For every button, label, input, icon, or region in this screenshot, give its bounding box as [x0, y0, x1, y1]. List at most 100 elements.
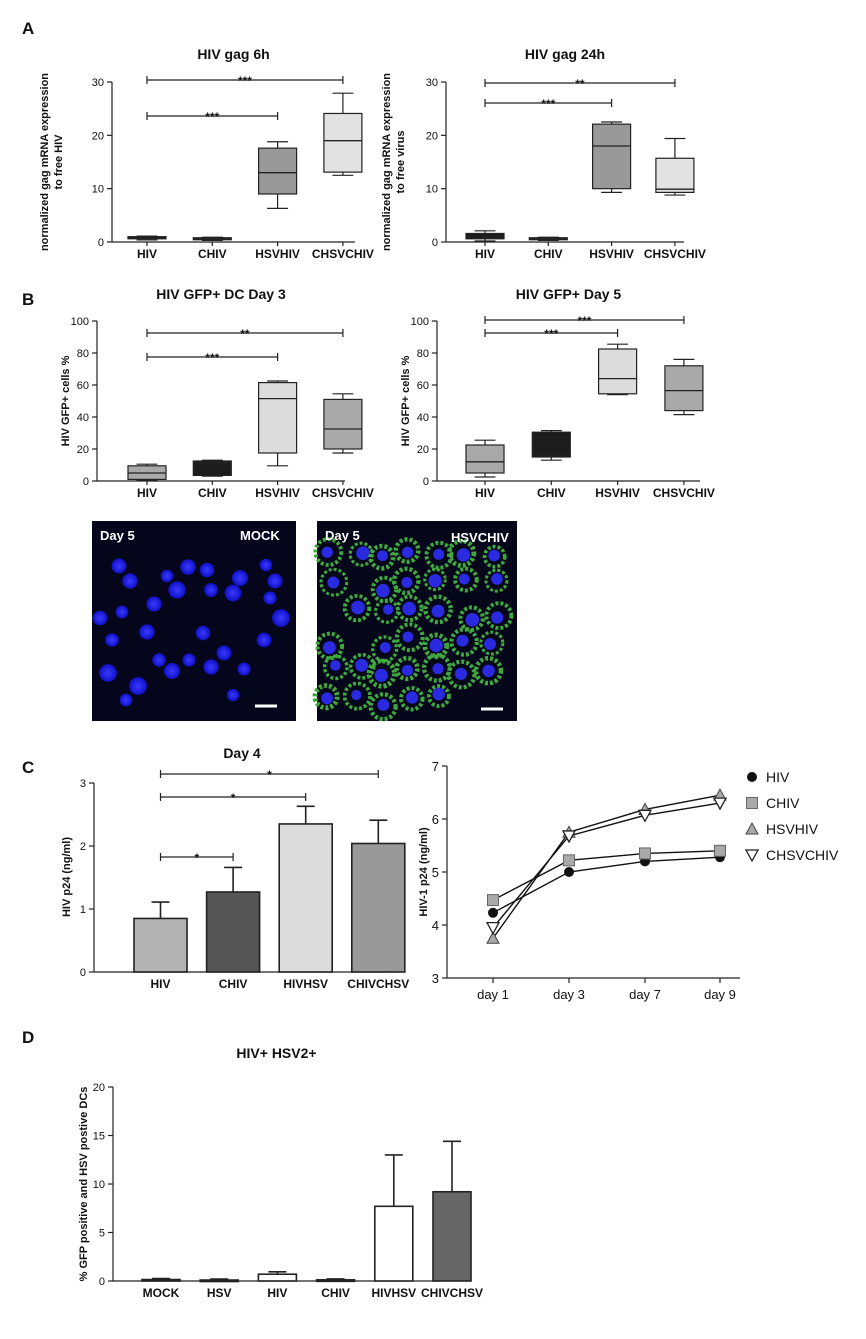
- nucleus: [119, 693, 133, 707]
- chart-title: HIV+ HSV2+: [236, 1045, 316, 1061]
- box-hiv: [465, 444, 505, 474]
- y-axis-label: HIV GFP+ cells %: [60, 355, 72, 446]
- box-hsvhiv: [591, 123, 632, 190]
- y-tick-label: 20: [93, 1082, 105, 1094]
- nucleus: [224, 584, 242, 602]
- x-category-label: HIVHSV: [283, 977, 328, 991]
- y-tick-label: 0: [80, 967, 86, 979]
- legend-label: CHSVCHIV: [766, 847, 839, 863]
- y-tick-label: 20: [92, 130, 104, 142]
- legend-marker-hiv: [747, 772, 757, 782]
- chart-gfp-dc-day3: HIV GFP+ DC Day 3 HIV GFP+ cells % 0 20 40 60…: [60, 286, 374, 500]
- x-category-label: CHIVCHSV: [347, 977, 409, 991]
- legend-marker-chsvchiv: [744, 849, 760, 863]
- nucleus: [374, 668, 388, 682]
- nucleus: [146, 596, 162, 612]
- nucleus: [263, 591, 277, 605]
- box-chsvchiv: [664, 365, 704, 412]
- bar-hivhsv: [373, 1205, 414, 1282]
- nucleus: [356, 546, 370, 560]
- nucleus: [122, 573, 138, 589]
- chart-title: HIV GFP+ Day 5: [516, 286, 622, 302]
- nucleus: [405, 691, 419, 704]
- gfp-cell: [473, 655, 504, 686]
- gfp-cell: [426, 684, 451, 709]
- y-tick-label: 60: [77, 380, 89, 392]
- series-point-chiv: [639, 847, 651, 860]
- x-category-label: HSVHIV: [255, 486, 300, 500]
- nucleus: [428, 574, 442, 588]
- box-hsvhiv: [597, 348, 638, 395]
- nucleus: [330, 660, 341, 671]
- y-tick-label: 3: [432, 971, 439, 986]
- x-tick-label: day 1: [477, 987, 509, 1002]
- bar-hiv: [257, 1273, 298, 1282]
- gfp-cell: [342, 681, 372, 711]
- series-point-chiv: [563, 854, 575, 867]
- gfp-cell: [391, 566, 421, 596]
- x-category-label: HIV: [137, 486, 157, 500]
- x-category-label: CHSVCHIV: [644, 247, 706, 261]
- y-tick-label: 20: [77, 444, 89, 456]
- nucleus: [216, 645, 232, 661]
- nucleus: [355, 658, 369, 672]
- hsvchiv-cell-layer: [312, 537, 514, 722]
- x-category-label: CHSVCHIV: [312, 247, 374, 261]
- nucleus: [377, 699, 390, 711]
- significance-label: *: [267, 768, 272, 782]
- x-category-label: CHIV: [198, 486, 227, 500]
- legend-label: HSVHIV: [766, 821, 819, 837]
- x-category-label: HSVHIV: [595, 486, 640, 500]
- bar-chiv: [205, 891, 261, 973]
- gfp-cell: [370, 575, 399, 604]
- box-chsvchiv: [655, 157, 695, 193]
- significance-label: ***: [205, 110, 219, 124]
- y-axis-label: HIV GFP+ cells %: [400, 355, 412, 446]
- chart-p24-timecourse: HIV-1 p24 (ng/ml) 3 4 5 6 7 day 1 day 3 day 7 day…: [418, 759, 839, 1002]
- gfp-cell: [484, 568, 509, 593]
- y-axis-label: to free virus: [395, 131, 407, 194]
- nucleus: [195, 625, 211, 641]
- nucleus: [182, 653, 196, 667]
- nucleus: [401, 576, 413, 588]
- y-tick-label: 10: [426, 184, 438, 196]
- series-point-hiv: [564, 867, 574, 877]
- panel-label-d: D: [22, 1028, 34, 1047]
- x-category-label: CHIV: [534, 247, 563, 261]
- legend-label: HIV: [766, 769, 790, 785]
- nucleus: [456, 634, 469, 647]
- chart-title: HIV gag 24h: [525, 46, 605, 62]
- micrograph-mock-background: [92, 521, 296, 721]
- y-tick-label: 3: [80, 778, 86, 790]
- y-tick-label: 0: [423, 476, 429, 488]
- nucleus: [204, 583, 218, 597]
- chart-hiv-gag-6h: HIV gag 6h normalized gag mRNA expression…: [39, 46, 374, 261]
- nucleus: [484, 638, 496, 650]
- bar-mock: [141, 1278, 181, 1282]
- nucleus: [267, 573, 283, 589]
- gfp-cell: [342, 593, 372, 623]
- micrograph-mock: Day 5 MOCK: [92, 521, 296, 721]
- chart-title: Day 4: [223, 745, 261, 761]
- nucleus: [232, 570, 248, 586]
- bar-hiv: [133, 917, 188, 973]
- series-point-hsvhiv: [486, 931, 500, 944]
- y-tick-label: 2: [80, 841, 86, 853]
- nucleus: [401, 664, 413, 676]
- y-tick-label: 0: [99, 1276, 105, 1288]
- chart-gfp-day5: HIV GFP+ Day 5 HIV GFP+ cells % 0 20 40 60 80 1…: [400, 286, 715, 500]
- nucleus: [456, 548, 471, 562]
- x-category-label: HIV: [137, 247, 157, 261]
- nucleus: [376, 583, 390, 598]
- y-tick-label: 7: [432, 759, 439, 774]
- x-category-label: HSV: [207, 1286, 232, 1300]
- nucleus: [160, 569, 174, 583]
- series-point-chsvchiv: [561, 830, 577, 844]
- micrograph-mock-day: Day 5: [100, 528, 135, 543]
- nucleus: [491, 611, 504, 624]
- y-tick-label: 80: [417, 348, 429, 360]
- y-axis-label: normalized gag mRNA expression: [381, 73, 393, 251]
- nucleus: [458, 573, 470, 585]
- gfp-cell: [422, 632, 450, 660]
- nucleus: [432, 663, 444, 675]
